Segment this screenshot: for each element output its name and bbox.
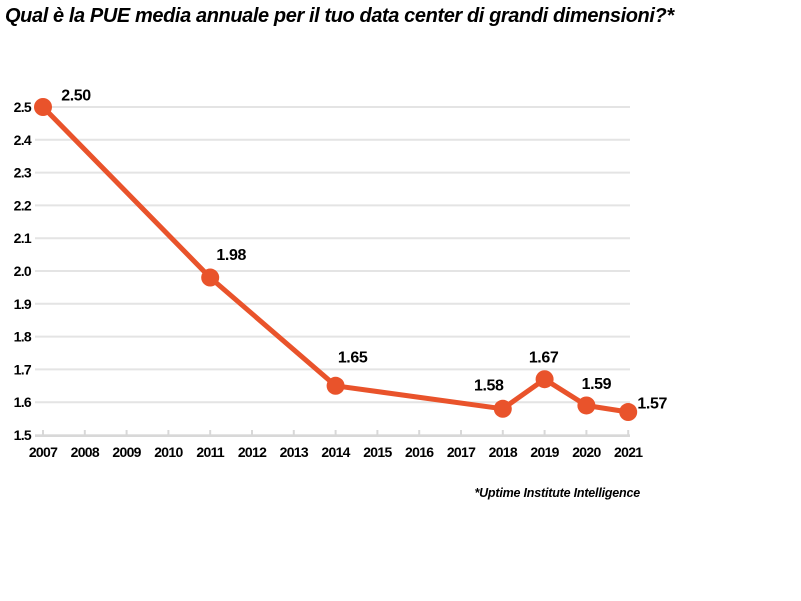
y-axis-tick-label: 2.3 bbox=[14, 165, 32, 181]
data-point-marker bbox=[34, 98, 52, 116]
x-axis-tick-label: 2014 bbox=[321, 444, 350, 460]
x-axis-tick-label: 2016 bbox=[405, 444, 434, 460]
x-axis-tick-label: 2007 bbox=[29, 444, 58, 460]
source-footnote: *Uptime Institute Intelligence bbox=[474, 486, 640, 500]
data-point-marker bbox=[201, 268, 220, 287]
x-axis-tick-label: 2010 bbox=[154, 444, 183, 460]
data-point-label: 1.98 bbox=[216, 247, 246, 264]
y-axis-tick-label: 2.0 bbox=[14, 263, 32, 279]
data-point-label: 1.59 bbox=[582, 376, 612, 393]
data-point-marker bbox=[577, 396, 596, 415]
data-point-label: 1.58 bbox=[474, 377, 504, 394]
x-axis-tick-label: 2019 bbox=[530, 444, 559, 460]
y-axis-tick-label: 2.4 bbox=[14, 132, 32, 148]
x-axis-tick-label: 2021 bbox=[614, 444, 643, 460]
y-axis-tick-label: 1.5 bbox=[14, 427, 32, 443]
data-point-label: 1.65 bbox=[338, 349, 368, 366]
x-axis-tick-label: 2013 bbox=[280, 444, 309, 460]
x-axis-tick-label: 2011 bbox=[196, 444, 224, 460]
x-axis-tick-label: 2009 bbox=[112, 444, 141, 460]
x-axis-tick-label: 2012 bbox=[238, 444, 267, 460]
data-point-label: 1.57 bbox=[637, 396, 667, 413]
x-axis-tick-label: 2018 bbox=[489, 444, 518, 460]
data-point-label: 2.50 bbox=[61, 88, 91, 105]
x-axis-tick-label: 2015 bbox=[363, 444, 392, 460]
x-axis-tick-label: 2017 bbox=[447, 444, 476, 460]
data-point-marker bbox=[619, 403, 638, 422]
x-axis-tick-label: 2008 bbox=[71, 444, 100, 460]
y-axis-tick-label: 2.5 bbox=[14, 99, 32, 115]
y-axis-tick-label: 1.7 bbox=[14, 361, 32, 377]
y-axis-tick-label: 1.9 bbox=[14, 296, 32, 312]
data-point-marker bbox=[326, 376, 345, 395]
data-point-marker bbox=[535, 370, 554, 389]
y-axis-tick-label: 2.1 bbox=[14, 230, 32, 246]
y-axis-tick-label: 2.2 bbox=[14, 197, 32, 213]
data-point-marker bbox=[493, 399, 512, 418]
y-axis-tick-label: 1.8 bbox=[14, 329, 32, 345]
x-axis-tick-label: 2020 bbox=[572, 444, 601, 460]
data-point-label: 1.67 bbox=[529, 350, 559, 367]
chart-title: Qual è la PUE media annuale per il tuo d… bbox=[5, 5, 674, 27]
y-axis-tick-label: 1.6 bbox=[14, 394, 32, 410]
